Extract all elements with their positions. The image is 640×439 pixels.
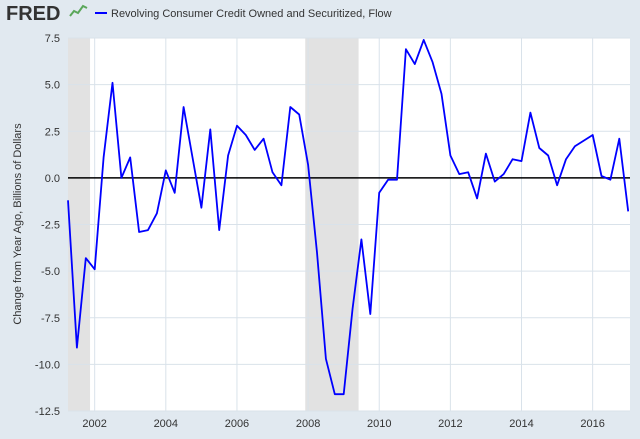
data-point <box>449 154 451 156</box>
x-tick-label: 2016 <box>580 418 604 430</box>
data-point <box>227 154 229 156</box>
y-axis-label: Change from Year Ago, Billions of Dollar… <box>12 123 24 325</box>
data-point <box>191 156 193 158</box>
data-point <box>521 160 523 162</box>
data-point <box>343 393 345 395</box>
data-point <box>432 61 434 63</box>
data-point <box>174 192 176 194</box>
data-point <box>360 238 362 240</box>
data-point <box>352 307 354 309</box>
data-point <box>476 197 478 199</box>
y-tick-label: 5.0 <box>45 80 60 92</box>
data-point <box>254 149 256 151</box>
data-point <box>120 177 122 179</box>
y-tick-label: -2.5 <box>41 220 60 232</box>
data-point <box>547 154 549 156</box>
data-point <box>85 257 87 259</box>
data-point <box>574 145 576 147</box>
data-point <box>609 179 611 181</box>
data-point <box>387 179 389 181</box>
data-point <box>378 192 380 194</box>
y-tick-label: -7.5 <box>41 313 60 325</box>
data-point <box>494 181 496 183</box>
x-tick-label: 2008 <box>296 418 320 430</box>
y-tick-label: -10.0 <box>35 359 60 371</box>
y-tick-label: -5.0 <box>41 266 60 278</box>
data-point <box>538 147 540 149</box>
data-point <box>245 134 247 136</box>
data-point <box>503 173 505 175</box>
legend-label: Revolving Consumer Credit Owned and Secu… <box>111 8 392 20</box>
data-point <box>325 358 327 360</box>
data-point <box>236 125 238 127</box>
data-point <box>103 156 105 158</box>
y-tick-label: -12.5 <box>35 406 60 418</box>
data-point <box>129 156 131 158</box>
data-point <box>147 229 149 231</box>
x-tick-label: 2014 <box>509 418 533 430</box>
data-point <box>334 393 336 395</box>
data-point <box>627 210 629 212</box>
data-point <box>307 164 309 166</box>
data-point <box>405 48 407 50</box>
fred-logo[interactable]: FRED <box>6 3 88 25</box>
data-point <box>529 112 531 114</box>
x-tick-label: 2002 <box>82 418 106 430</box>
data-point <box>467 171 469 173</box>
x-tick-label: 2010 <box>367 418 391 430</box>
data-point <box>218 229 220 231</box>
data-point <box>396 179 398 181</box>
data-point <box>592 134 594 136</box>
data-point <box>298 113 300 115</box>
data-point <box>67 199 69 201</box>
x-tick-label: 2012 <box>438 418 462 430</box>
data-point <box>183 106 185 108</box>
y-tick-label: 7.5 <box>45 33 60 45</box>
data-point <box>263 138 265 140</box>
data-point <box>280 184 282 186</box>
data-point <box>601 175 603 177</box>
data-point <box>156 212 158 214</box>
data-point <box>369 313 371 315</box>
y-tick-label: 0.0 <box>45 173 60 185</box>
data-point <box>316 251 318 253</box>
data-point <box>423 39 425 41</box>
data-point <box>618 138 620 140</box>
x-axis-ticks: 2002 2004 2006 2008 2010 2012 2014 2016 <box>82 418 604 430</box>
y-axis-ticks: 7.5 5.0 2.5 0.0 -2.5 -5.0 -7.5 -10.0 -12.5 <box>35 33 60 418</box>
data-point <box>458 173 460 175</box>
data-point <box>440 93 442 95</box>
y-tick-label: 2.5 <box>45 126 60 138</box>
data-point <box>209 128 211 130</box>
data-point <box>485 153 487 155</box>
data-point <box>289 106 291 108</box>
data-point <box>556 184 558 186</box>
fred-logo-text: FRED <box>6 3 60 25</box>
data-point <box>76 347 78 349</box>
data-point <box>512 158 514 160</box>
x-tick-label: 2006 <box>225 418 249 430</box>
data-point <box>583 140 585 142</box>
data-point <box>272 171 274 173</box>
x-tick-label: 2004 <box>154 418 178 430</box>
data-point <box>414 63 416 65</box>
data-point <box>138 231 140 233</box>
data-point <box>94 268 96 270</box>
data-point <box>200 207 202 209</box>
data-point <box>111 82 113 84</box>
fred-logo-graph-icon <box>69 4 88 17</box>
data-point <box>165 169 167 171</box>
series-line <box>67 39 630 396</box>
data-point <box>565 158 567 160</box>
